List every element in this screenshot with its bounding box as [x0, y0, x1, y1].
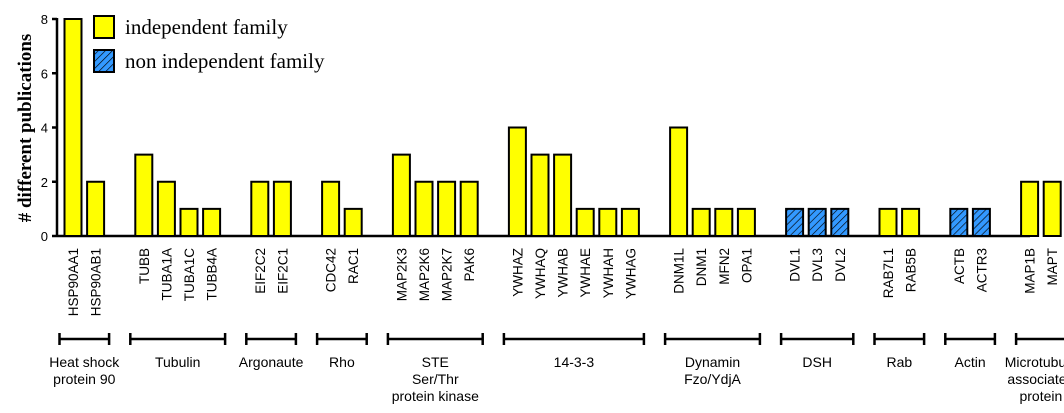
legend: independent family non independent family	[93, 15, 325, 73]
x-tick-label: YWHAZ	[510, 248, 525, 297]
bar-ywhag	[620, 207, 640, 237]
x-tick-label: TUBA1A	[159, 248, 174, 301]
group-label: Ser/Thr	[412, 371, 459, 387]
y-tick-label: 0	[41, 229, 48, 244]
x-tick-label: YWHAH	[601, 248, 616, 298]
x-tick-label: ACTB	[952, 248, 967, 284]
group-label: Rho	[329, 354, 355, 370]
x-tick-label: DNM1	[694, 248, 709, 286]
x-tick-label: MAP2K7	[440, 248, 455, 301]
bar-dvl2	[830, 207, 850, 237]
x-tick-label: EIF2C1	[275, 248, 290, 294]
group-label: Microtubule	[1005, 354, 1064, 370]
x-tick-label: RAB7L1	[881, 248, 896, 298]
bar-rab7l1	[878, 207, 898, 237]
bar-opa1	[736, 207, 756, 237]
bar-dnm1	[691, 207, 711, 237]
x-tick-label: MFN2	[717, 248, 732, 285]
bar-actr3	[971, 207, 991, 237]
bar-actb	[949, 207, 969, 237]
bars	[63, 18, 1062, 237]
y-tick-label: 6	[41, 66, 48, 81]
bar-map2k3	[391, 153, 411, 237]
y-tick-label: 2	[41, 175, 48, 190]
x-tick-label: YWHAB	[556, 248, 571, 298]
bar-tubb	[134, 153, 154, 237]
bar-tuba1c	[179, 207, 199, 237]
bar-hsp90ab1	[86, 180, 106, 237]
group-label: Rab	[886, 354, 912, 370]
bar-dvl3	[807, 207, 827, 237]
group-label: Tubulin	[155, 354, 200, 370]
bar-map2k7	[437, 180, 457, 237]
x-tick-label: MAP2K3	[394, 248, 409, 301]
x-tick-label: MAPT	[1045, 248, 1060, 286]
group-label: Heat shock	[49, 354, 120, 370]
group-label: 14-3-3	[554, 354, 595, 370]
group-label: protein	[1019, 388, 1062, 404]
x-tick-label: TUBA1C	[182, 248, 197, 302]
bar-ywhab	[553, 153, 573, 237]
group-label: associated	[1007, 371, 1064, 387]
x-tick-label: CDC42	[324, 248, 339, 292]
group-label: Actin	[955, 354, 986, 370]
bar-map2k6	[414, 180, 434, 237]
bar-rac1	[343, 207, 363, 237]
bar-eif2c2	[250, 180, 270, 237]
x-tick-label: YWHAQ	[533, 248, 548, 299]
x-tick-label: DVL1	[788, 248, 803, 282]
group-label: protein kinase	[392, 388, 479, 404]
x-tick-label: ACTR3	[974, 248, 989, 292]
bar-eif2c1	[272, 180, 292, 237]
legend-label-independent: independent family	[125, 15, 288, 39]
legend-swatch-independent	[93, 15, 115, 39]
bar-pak6	[459, 180, 479, 237]
group-label: Dynamin	[685, 354, 740, 370]
bar-ywhah	[598, 207, 618, 237]
bar-rab5b	[901, 207, 921, 237]
x-tick-label: HSP90AA1	[66, 248, 81, 316]
x-tick-label: MAP2K6	[417, 248, 432, 301]
bar-map1b	[1020, 180, 1040, 237]
bar-ywhaz	[507, 126, 527, 237]
bar-cdc42	[321, 180, 341, 237]
group-label: STE	[422, 354, 449, 370]
x-tick-label: RAC1	[346, 248, 361, 284]
group-label: Fzo/YdjA	[684, 371, 741, 387]
y-tick-label: 4	[41, 121, 48, 136]
x-tick-label: EIF2C2	[253, 248, 268, 294]
y-tick-label: 8	[41, 12, 48, 27]
legend-swatch-non-independent	[93, 49, 115, 73]
bar-mapt	[1042, 180, 1062, 237]
x-tick-label: RAB5B	[904, 248, 919, 292]
category-labels: HSP90AA1 HSP90AB1 TUBB TUBA1A TUBA1C TUBB4A EI…	[66, 248, 1060, 317]
x-tick-label: TUBB	[137, 248, 152, 284]
x-tick-label: MAP1B	[1023, 248, 1038, 294]
bar-dvl1	[785, 207, 805, 237]
bar-tuba1a	[156, 180, 176, 237]
x-tick-label: PAK6	[462, 248, 477, 282]
x-tick-label: DNM1L	[672, 248, 687, 294]
bar-hsp90aa1	[63, 18, 83, 237]
group-label: protein 90	[53, 371, 115, 387]
bar-mfn2	[714, 207, 734, 237]
x-tick-label: HSP90AB1	[89, 248, 104, 316]
bar-ywhae	[575, 207, 595, 237]
bar-tubb4a	[202, 207, 222, 237]
x-tick-label: DVL2	[833, 248, 848, 282]
bar-ywhaq	[530, 153, 550, 237]
group-label: Argonaute	[239, 354, 304, 370]
group-label: DSH	[802, 354, 832, 370]
x-tick-label: DVL3	[810, 248, 825, 282]
x-tick-label: YWHAG	[623, 248, 638, 299]
x-tick-label: YWHAE	[578, 248, 593, 298]
y-axis-label: # different publications	[15, 34, 36, 223]
bar-dnm1l	[669, 126, 689, 237]
x-tick-label: OPA1	[739, 248, 754, 283]
x-tick-label: TUBB4A	[205, 248, 220, 301]
legend-label-non-independent: non independent family	[125, 49, 325, 73]
